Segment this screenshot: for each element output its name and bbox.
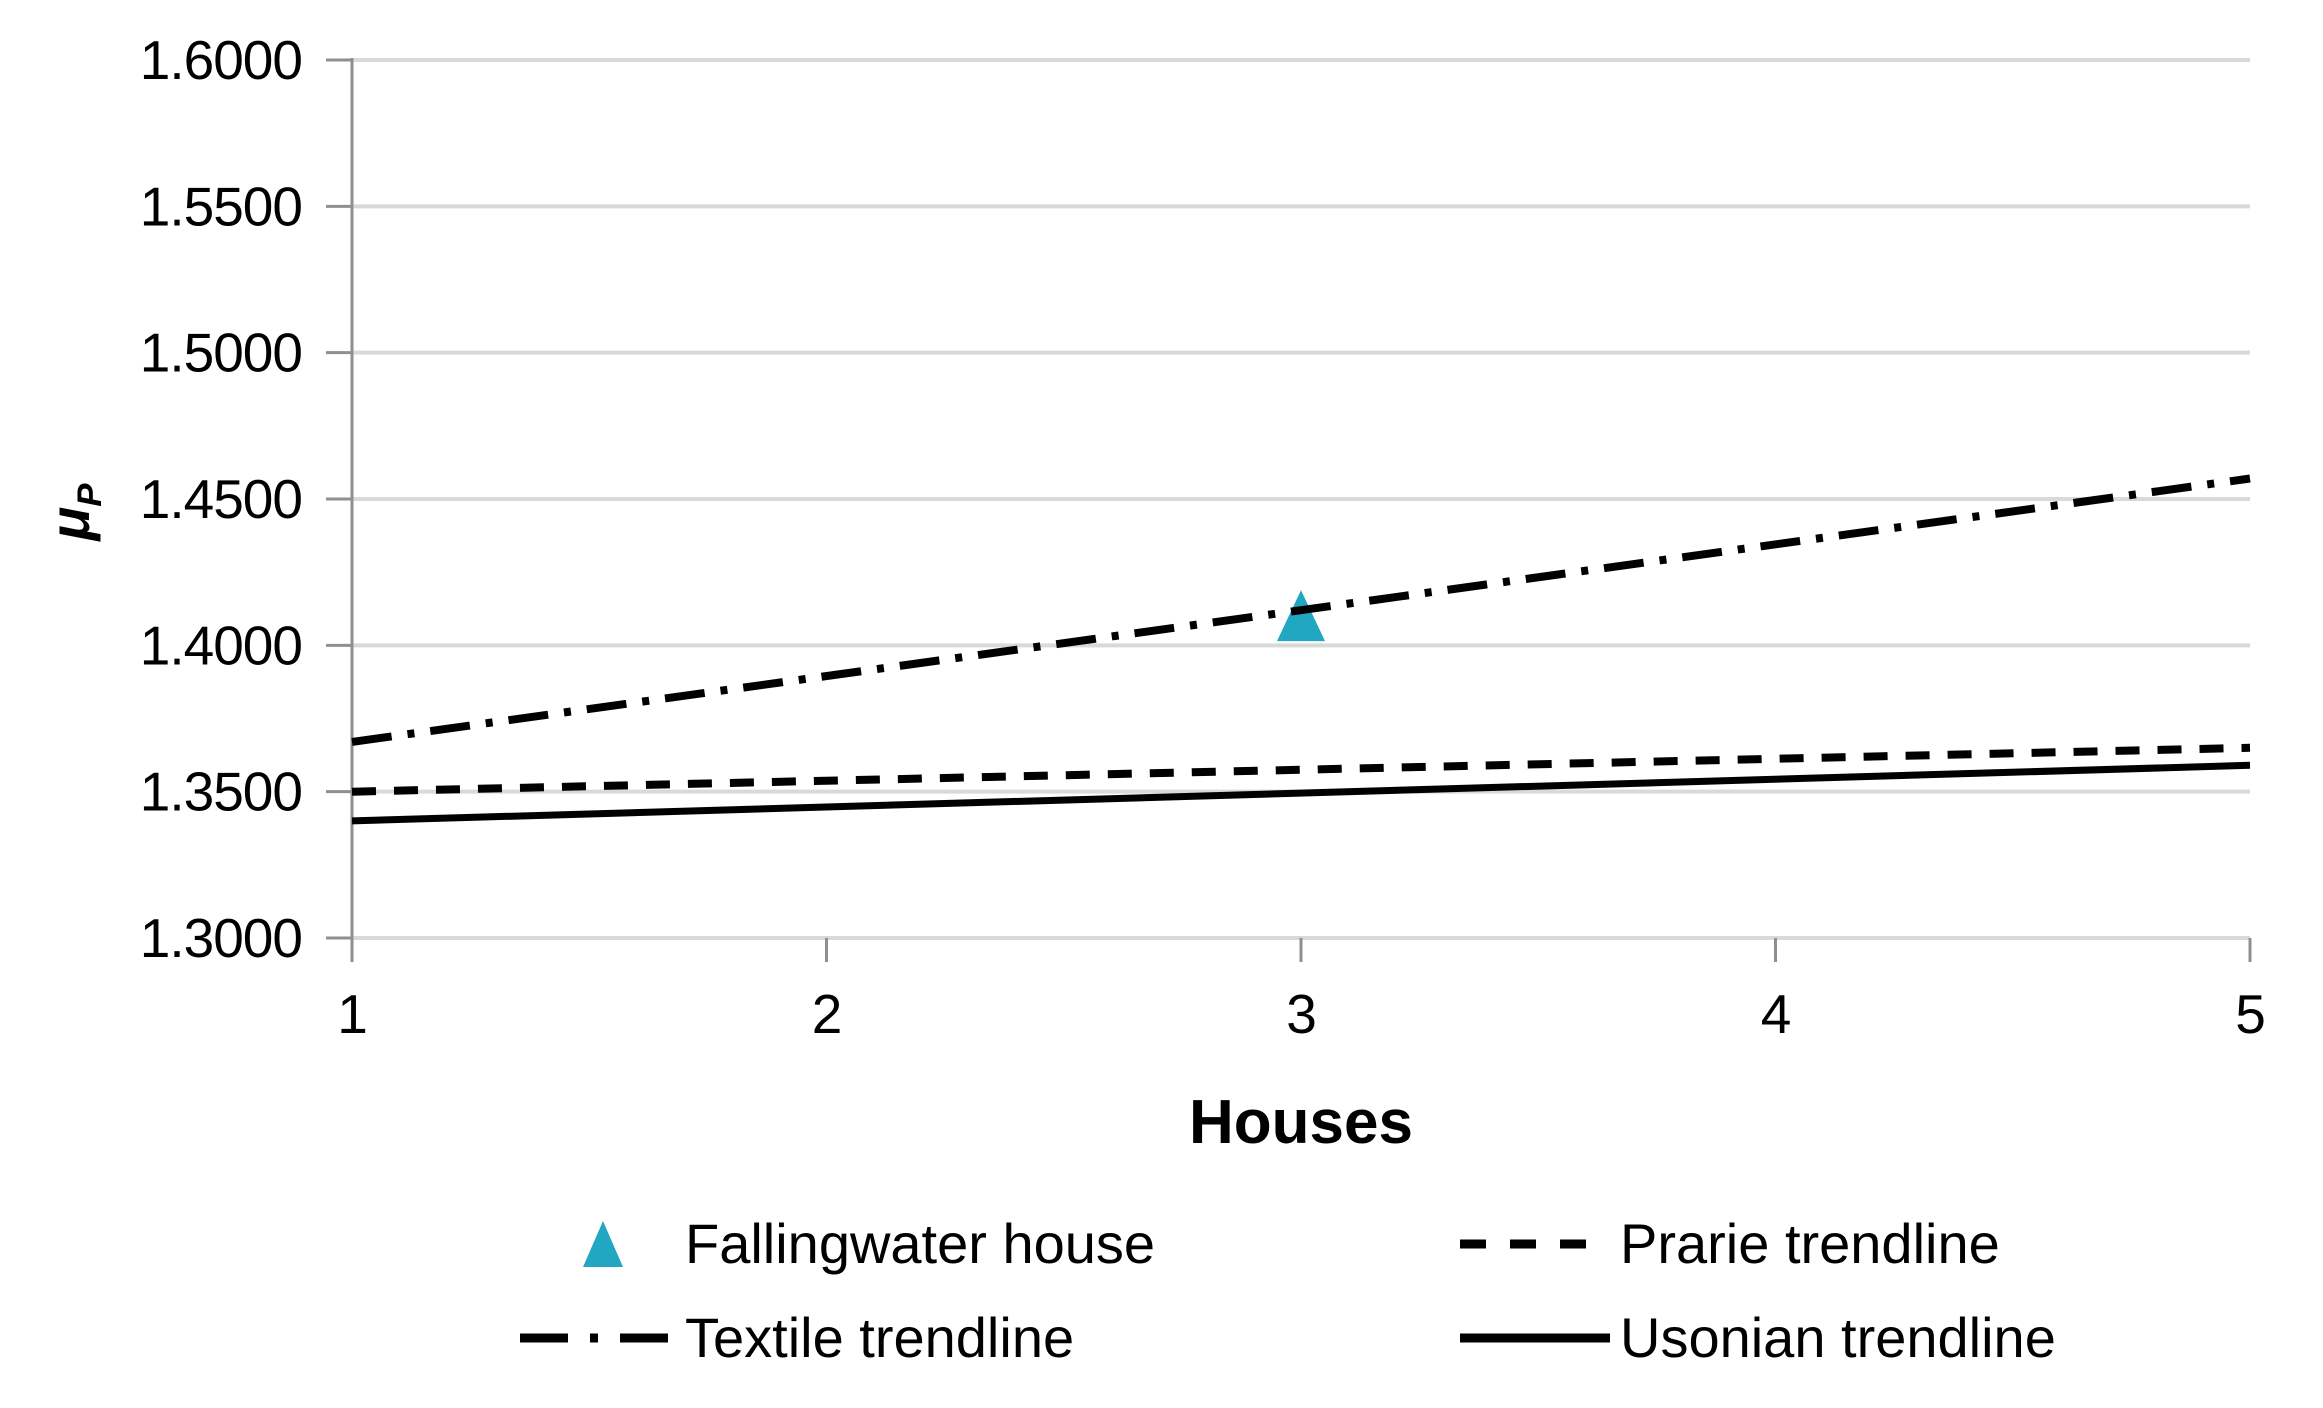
y-tick-label: 1.3000: [140, 907, 302, 969]
y-axis-title-symbol: μ: [38, 506, 102, 541]
textile-trendline-line: [351, 474, 2251, 746]
solid-line-icon: [1460, 1330, 1610, 1346]
legend-label: Textile trendline: [685, 1306, 1075, 1369]
legend-item-fallingwater-house: Fallingwater house: [520, 1208, 1460, 1280]
dashed-line-sample: [1460, 1239, 1610, 1249]
y-tick-label: 1.4500: [140, 468, 302, 530]
usonian-trendline-line: [351, 761, 2251, 825]
legend-label: Prarie trendline: [1620, 1212, 2000, 1275]
y-tick-label: 1.6000: [140, 29, 302, 91]
dashed-line-icon: [1460, 1236, 1610, 1252]
x-tick-label: 4: [1761, 983, 1791, 1045]
y-axis-title-subscript: P: [71, 483, 110, 507]
triangle-marker-icon: [520, 1221, 685, 1267]
legend-item-usonian-trendline: Usonian trendline: [1460, 1302, 2110, 1374]
y-tick-label: 1.5000: [140, 322, 302, 384]
y-tick-label: 1.4000: [140, 614, 302, 676]
y-tick-label: 1.5500: [140, 175, 302, 237]
prarie-trendline-line: [351, 743, 2251, 796]
x-tick-label: 1: [337, 983, 367, 1045]
y-tick-label: 1.3500: [140, 761, 302, 823]
legend-item-textile-trendline: Textile trendline: [520, 1302, 1460, 1374]
legend-label: Fallingwater house: [685, 1212, 1156, 1275]
solid-line-sample: [1460, 1333, 1610, 1343]
legend-item-prarie-trendline: Prarie trendline: [1460, 1208, 2110, 1280]
legend: Fallingwater house Prarie trendline Text…: [520, 1208, 2110, 1374]
y-axis-title: μP: [38, 483, 110, 541]
triangle-shape: [582, 1221, 623, 1267]
dash-dot-line-sample: [520, 1333, 685, 1343]
x-axis-title: Houses: [1189, 1088, 1413, 1157]
x-tick-label: 2: [812, 983, 842, 1045]
dash-dot-line-icon: [520, 1330, 685, 1346]
x-tick-label: 3: [1286, 983, 1316, 1045]
legend-label: Usonian trendline: [1620, 1306, 2056, 1369]
fallingwater-house-marker: [1277, 590, 1325, 642]
x-tick-label: 5: [2235, 983, 2265, 1045]
